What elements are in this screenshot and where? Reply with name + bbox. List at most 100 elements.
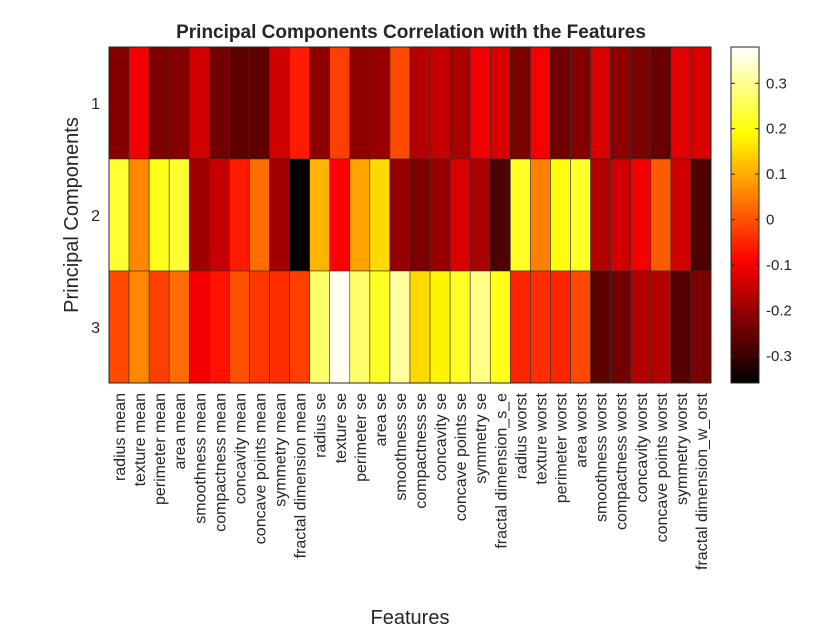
- heatmap-cell: [309, 270, 331, 384]
- x-tick-label: radius mean: [112, 393, 129, 481]
- heatmap-cell: [329, 158, 351, 272]
- heatmap-cell: [188, 270, 210, 384]
- x-tick-label: concavity se: [433, 393, 450, 481]
- heatmap-cell: [429, 270, 451, 384]
- heatmap-cell: [530, 46, 551, 160]
- heatmap-cell: [690, 158, 712, 272]
- x-tick-label: area worst: [574, 392, 591, 467]
- heatmap-cell: [550, 46, 571, 160]
- colorbar-tick-label: -0.2: [766, 302, 792, 319]
- heatmap-cell: [108, 46, 130, 160]
- heatmap-cell: [409, 158, 431, 272]
- heatmap-cell: [188, 46, 210, 160]
- heatmap-cell: [650, 158, 672, 272]
- heatmap-cell: [590, 270, 611, 384]
- heatmap-cell: [148, 270, 170, 384]
- x-tick-label: concave points se: [453, 393, 470, 521]
- x-tick-label: concavity mean: [232, 393, 249, 504]
- heatmap-cell: [510, 158, 531, 272]
- heatmap-cell: [209, 46, 230, 160]
- heatmap-cell: [289, 270, 310, 384]
- heatmap-cell: [570, 46, 591, 160]
- y-tick-label: 3: [91, 320, 100, 337]
- x-tick-label: compactness mean: [212, 393, 229, 532]
- heatmap-cell: [309, 46, 331, 160]
- heatmap-cell: [389, 270, 411, 384]
- heatmap-cell: [650, 46, 672, 160]
- x-tick-label: fractal dimension_s_e: [493, 393, 510, 549]
- heatmap-cell: [229, 270, 250, 384]
- heatmap-cell: [409, 46, 431, 160]
- heatmap-cell: [168, 158, 190, 272]
- colorbar-tick-label: 0.3: [766, 75, 787, 92]
- heatmap-cell: [690, 46, 712, 160]
- heatmap-cell: [530, 158, 551, 272]
- x-tick-label: symmetry se: [473, 393, 490, 484]
- x-tick-label: concavity worst: [634, 392, 651, 502]
- heatmap-cell: [209, 158, 230, 272]
- x-tick-label: perimeter se: [353, 393, 370, 482]
- heatmap-cell: [349, 158, 371, 272]
- x-axis-label: Features: [371, 607, 450, 629]
- heatmap-cell: [489, 270, 511, 384]
- heatmap-cell: [148, 46, 170, 160]
- heatmap-cell: [530, 270, 551, 384]
- heatmap-cell: [510, 46, 531, 160]
- heatmap-cell: [550, 270, 571, 384]
- heatmap-cell: [489, 46, 511, 160]
- heatmap-cell: [108, 270, 130, 384]
- heatmap-cell: [269, 270, 290, 384]
- chart-title: Principal Components Correlation with th…: [176, 22, 646, 43]
- colorbar-tick-label: 0.1: [766, 166, 787, 183]
- heatmap-cell: [289, 158, 310, 272]
- x-tick-label: compactness se: [413, 393, 430, 509]
- heatmap-cell: [469, 158, 491, 272]
- x-tick-label: compactness worst: [614, 392, 631, 529]
- x-axis-ticks: radius mean texture mean perimeter mean are…: [112, 392, 711, 570]
- heatmap-cell: [429, 158, 451, 272]
- heatmap-cell: [329, 46, 351, 160]
- heatmap-cell: [209, 270, 230, 384]
- heatmap-cell: [349, 270, 371, 384]
- heatmap-cell: [128, 46, 150, 160]
- x-tick-label: symmetry mean: [273, 393, 290, 507]
- heatmap-cell: [469, 46, 491, 160]
- heatmap-cell: [489, 158, 511, 272]
- heatmap-cell: [429, 46, 451, 160]
- x-tick-label: area se: [373, 393, 390, 446]
- plot-frame: [108, 46, 712, 384]
- heatmap-cell: [269, 158, 290, 272]
- x-tick-label: concave points mean: [253, 393, 270, 544]
- heatmap-cell: [449, 158, 471, 272]
- colorbar-tick-label: -0.3: [766, 348, 792, 365]
- heatmap-cell: [229, 158, 250, 272]
- x-tick-label: fractal dimension_w_orst: [694, 392, 711, 570]
- heatmap-cell: [108, 158, 130, 272]
- heatmap-cell: [449, 46, 471, 160]
- heatmap-cell: [449, 270, 471, 384]
- y-tick-label: 1: [91, 96, 100, 113]
- heatmap-cell: [590, 46, 611, 160]
- heatmap-cell: [510, 270, 531, 384]
- heatmap-cell: [249, 46, 270, 160]
- heatmap-cell: [409, 270, 431, 384]
- heatmap-cell: [469, 270, 491, 384]
- x-tick-label: texture se: [333, 393, 350, 463]
- x-tick-label: texture mean: [132, 393, 149, 486]
- heatmap-cell: [610, 158, 632, 272]
- heatmap-cell: [148, 158, 170, 272]
- heatmap-cell: [369, 158, 391, 272]
- heatmap-cell: [249, 158, 270, 272]
- x-tick-label: perimeter mean: [152, 393, 169, 505]
- colorbar-tick-label: 0.2: [766, 121, 787, 138]
- heatmap-cell: [630, 158, 652, 272]
- x-tick-label: radius worst: [513, 392, 530, 479]
- heatmap-cell: [289, 46, 310, 160]
- x-tick-label: smoothness mean: [192, 393, 209, 524]
- heatmap-cell: [570, 270, 591, 384]
- colorbar-tick-label: -0.1: [766, 257, 792, 274]
- x-tick-label: perimeter worst: [554, 392, 571, 503]
- heatmap-cell: [128, 270, 150, 384]
- x-tick-label: smoothness worst: [594, 392, 611, 521]
